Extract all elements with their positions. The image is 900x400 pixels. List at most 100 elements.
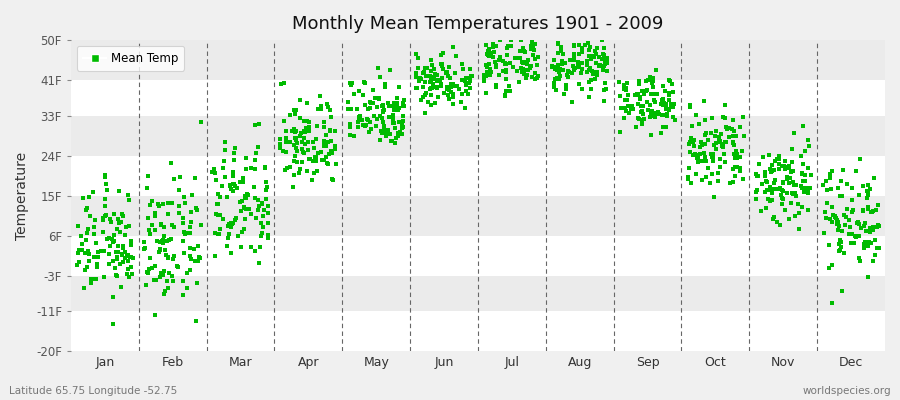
Point <box>727 164 742 170</box>
Point <box>788 190 802 196</box>
Point <box>288 134 302 141</box>
Point <box>725 117 740 124</box>
Point <box>412 75 427 81</box>
Point <box>685 122 699 129</box>
Point <box>238 215 252 222</box>
Point <box>575 44 590 51</box>
Point <box>515 59 529 66</box>
Point <box>526 51 540 58</box>
Point <box>458 104 473 111</box>
Point <box>88 276 103 282</box>
Point <box>286 107 301 113</box>
Point <box>410 65 425 71</box>
Point <box>775 179 789 185</box>
Point <box>464 78 478 84</box>
Point <box>616 82 631 88</box>
Point <box>496 68 510 75</box>
Point <box>856 206 870 213</box>
Point <box>640 107 654 113</box>
Point <box>295 139 310 146</box>
Point <box>708 133 723 140</box>
Point <box>306 158 320 164</box>
Point <box>759 178 773 184</box>
Point <box>153 238 167 245</box>
Point <box>377 123 392 129</box>
Point <box>328 128 343 134</box>
Point <box>503 60 517 67</box>
Point <box>395 125 410 131</box>
Point <box>234 244 248 250</box>
Point <box>520 67 535 73</box>
Point <box>632 81 646 87</box>
Point <box>206 166 220 172</box>
Point <box>792 226 806 232</box>
Point <box>148 312 162 318</box>
Point <box>358 102 373 108</box>
Point <box>684 135 698 141</box>
Point <box>825 167 840 174</box>
Point <box>425 85 439 91</box>
Point <box>767 213 781 220</box>
Point <box>115 210 130 217</box>
Point <box>652 111 666 118</box>
Point <box>559 81 573 88</box>
Point <box>683 139 698 145</box>
Point <box>870 224 885 231</box>
Point <box>528 56 543 62</box>
Point <box>590 72 604 78</box>
Point <box>681 141 696 147</box>
Point <box>123 254 138 260</box>
Point <box>843 224 858 230</box>
Point <box>298 141 312 148</box>
Point <box>870 222 885 228</box>
Point <box>97 212 112 219</box>
Point <box>667 116 681 123</box>
Point <box>309 154 323 160</box>
Point <box>801 190 815 197</box>
Point <box>356 122 370 128</box>
Point <box>833 244 848 250</box>
Point <box>479 73 493 80</box>
Point <box>842 223 857 230</box>
Bar <box>71 196 885 236</box>
Point <box>301 139 315 146</box>
Point <box>859 238 873 245</box>
Point <box>646 96 661 103</box>
Point <box>113 219 128 226</box>
Point <box>795 185 809 192</box>
Point <box>477 78 491 84</box>
Point <box>172 203 186 210</box>
Point <box>781 216 796 223</box>
Point <box>385 103 400 109</box>
Point <box>188 175 202 182</box>
Point <box>561 68 575 75</box>
Point <box>719 123 733 130</box>
Point <box>279 149 293 156</box>
Bar <box>71 156 885 196</box>
Point <box>871 223 886 230</box>
Point <box>383 130 398 137</box>
Point <box>364 100 378 107</box>
Point <box>689 112 704 119</box>
Point <box>567 43 581 49</box>
Point <box>580 58 594 64</box>
Point <box>323 106 338 113</box>
Point <box>659 103 673 109</box>
Point <box>82 251 96 258</box>
Point <box>716 151 731 157</box>
Point <box>776 195 790 202</box>
Point <box>662 77 676 83</box>
Point <box>252 120 266 127</box>
Point <box>392 118 406 125</box>
Point <box>659 105 673 112</box>
Point <box>529 75 544 81</box>
Point <box>79 207 94 213</box>
Point <box>766 216 780 222</box>
Point <box>831 219 845 226</box>
Point <box>795 204 809 211</box>
Point <box>794 183 808 190</box>
Point <box>126 255 140 261</box>
Point <box>597 97 611 104</box>
Point <box>712 138 726 144</box>
Point <box>277 167 292 174</box>
